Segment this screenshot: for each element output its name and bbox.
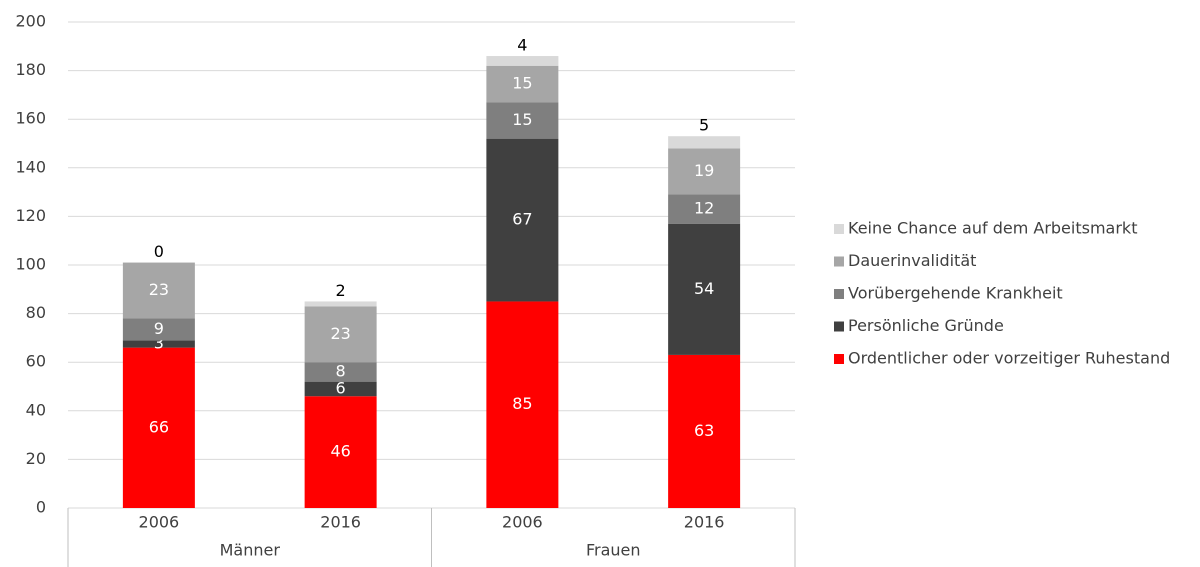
bar-segment <box>668 194 741 224</box>
data-label: 23 <box>149 280 169 299</box>
x-tick-label: 2006 <box>502 513 543 532</box>
bar-segment <box>668 354 741 508</box>
y-tick-label: 200 <box>15 12 46 31</box>
bar-segment <box>304 396 377 508</box>
legend-swatch <box>834 321 844 332</box>
data-label: 0 <box>154 242 164 261</box>
y-tick-label: 80 <box>26 303 46 322</box>
data-label: 85 <box>512 394 532 413</box>
legend-swatch <box>834 289 844 299</box>
legend-label: Vorübergehende Krankheit <box>848 284 1063 303</box>
group-label: Männer <box>220 541 281 560</box>
y-tick-label: 140 <box>15 157 46 176</box>
y-tick-label: 40 <box>26 400 46 419</box>
y-tick-label: 180 <box>15 60 46 79</box>
group-label: Frauen <box>586 541 641 560</box>
data-label: 19 <box>694 161 714 180</box>
y-tick-label: 100 <box>15 255 46 274</box>
bar-segment <box>668 148 741 195</box>
y-tick-label: 60 <box>26 352 46 371</box>
y-tick-label: 120 <box>15 206 46 225</box>
data-label: 67 <box>512 210 532 229</box>
bar-segment <box>122 347 195 508</box>
bar-segment <box>668 136 741 149</box>
data-label: 4 <box>517 36 527 55</box>
y-tick-label: 160 <box>15 109 46 128</box>
bar-segment <box>486 301 559 508</box>
data-label: 8 <box>336 361 346 380</box>
data-label: 3 <box>154 333 164 352</box>
data-label: 2 <box>336 281 346 300</box>
x-tick-label: 2016 <box>684 513 725 532</box>
legend-label: Ordentlicher oder vorzeitiger Ruhestand <box>848 349 1170 368</box>
data-label: 15 <box>512 73 532 92</box>
bar-segment <box>304 381 377 397</box>
legend-label: Dauerinvalidität <box>848 251 976 270</box>
data-label: 12 <box>694 199 714 218</box>
legend-label: Keine Chance auf dem Arbeitsmarkt <box>848 219 1137 238</box>
data-label: 54 <box>694 279 714 298</box>
data-label: 15 <box>512 110 532 129</box>
data-label: 46 <box>330 442 350 461</box>
legend-swatch <box>834 256 844 267</box>
data-label: 23 <box>330 324 350 343</box>
data-label: 66 <box>149 417 169 436</box>
data-label: 5 <box>699 116 709 135</box>
bar-segment <box>486 56 559 66</box>
bar-segment <box>122 262 195 319</box>
data-label: 9 <box>154 319 164 338</box>
bar-segment <box>122 340 195 348</box>
bar-segment <box>486 138 559 302</box>
y-tick-label: 0 <box>36 498 46 517</box>
legend-swatch <box>834 354 844 364</box>
y-tick-label: 20 <box>26 449 46 468</box>
legend-swatch <box>834 224 844 234</box>
data-label: 63 <box>694 421 714 440</box>
bar-segment <box>122 318 195 341</box>
data-label: 6 <box>336 378 346 397</box>
bar-segment <box>304 301 377 307</box>
bar-segment <box>486 102 559 139</box>
bar-segment <box>486 65 559 103</box>
x-tick-label: 2006 <box>139 513 180 532</box>
legend-label: Persönliche Gründe <box>848 316 1004 335</box>
bar-segment <box>668 223 741 355</box>
bar-segment <box>304 362 377 382</box>
bar-segment <box>304 306 377 363</box>
x-tick-label: 2016 <box>320 513 361 532</box>
